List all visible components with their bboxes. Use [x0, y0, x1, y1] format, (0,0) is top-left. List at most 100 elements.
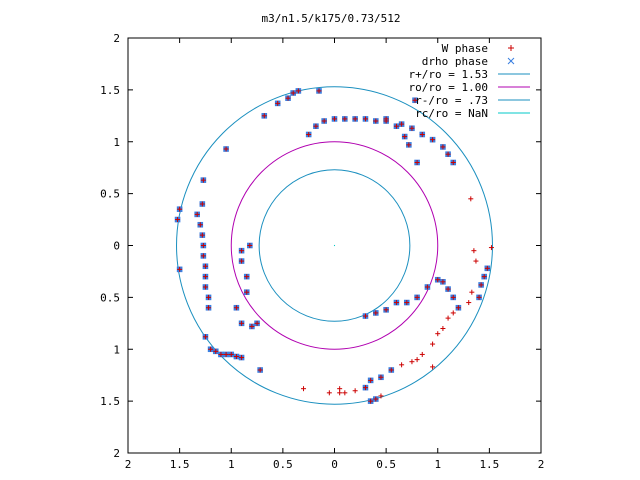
w-phase-point — [402, 134, 408, 140]
legend-label: W phase — [442, 42, 488, 55]
w-phase-point — [202, 284, 208, 290]
w-phase-point — [321, 118, 327, 124]
legend-label: r+/ro = 1.53 — [409, 68, 488, 81]
legend-plus-marker — [508, 45, 514, 51]
w-phase-point — [368, 398, 374, 404]
w-phase-point — [206, 294, 212, 300]
w-phase-point — [419, 351, 425, 357]
w-phase-point — [373, 310, 379, 316]
w-phase-point — [228, 351, 234, 357]
w-phase-point — [430, 364, 436, 370]
chart-title: m3/n1.5/k175/0.73/512 — [261, 12, 400, 25]
w-phase-point — [469, 289, 475, 295]
w-phase-point — [244, 274, 250, 280]
w-phase-point — [404, 300, 410, 306]
y-tick-label: 0 — [113, 240, 120, 253]
legend-label: rc/ro = NaN — [415, 107, 488, 120]
y-tick-label: 2 — [113, 447, 120, 460]
w-phase-point — [388, 367, 394, 373]
w-phase-point — [393, 300, 399, 306]
w-phase-point — [177, 266, 183, 272]
w-phase-point — [175, 217, 181, 223]
reference-circle — [230, 141, 439, 350]
w-phase-point — [285, 95, 291, 101]
w-phase-point — [414, 160, 420, 165]
w-phase-point — [295, 88, 301, 94]
legend-label: ro/ro = 1.00 — [409, 81, 488, 94]
w-phase-point — [445, 315, 451, 321]
w-phase-point — [406, 142, 412, 148]
w-phase-point — [239, 248, 245, 254]
w-phase-point — [435, 277, 441, 283]
w-phase-point — [471, 248, 477, 254]
y-tick-label: 1.5 — [100, 395, 120, 408]
w-phase-point — [254, 320, 260, 326]
w-phase-point — [362, 116, 368, 122]
w-phase-point — [199, 201, 205, 207]
w-phase-point — [313, 123, 319, 129]
w-phase-point — [478, 282, 484, 288]
w-phase-point — [414, 294, 420, 300]
w-phase-point — [223, 146, 229, 152]
w-phase-point — [409, 359, 415, 365]
legend-label: r-/ro = .73 — [415, 94, 488, 107]
w-phase-point — [373, 396, 379, 402]
w-phase-point — [399, 362, 405, 368]
x-tick-label: 0.5 — [273, 458, 293, 471]
w-phase-point — [200, 243, 206, 248]
w-phase-point — [206, 305, 212, 311]
x-tick-label: 0.5 — [376, 458, 396, 471]
w-phase-point — [445, 286, 451, 292]
w-phase-point — [239, 258, 245, 264]
x-tick-label: 1 — [434, 458, 441, 471]
w-phase-point — [247, 243, 253, 248]
w-phase-point — [488, 245, 494, 251]
w-phase-point — [481, 274, 487, 280]
y-tick-label: 0.5 — [100, 188, 120, 201]
w-phase-point — [383, 116, 389, 122]
w-phase-point — [373, 118, 379, 124]
w-phase-point — [484, 265, 490, 271]
w-phase-point — [200, 253, 206, 259]
w-phase-point — [419, 131, 425, 137]
w-phase-point — [202, 334, 208, 340]
w-phase-point — [316, 88, 322, 94]
w-phase-point — [476, 294, 482, 300]
w-phase-point — [249, 323, 255, 329]
y-tick-label: 1 — [113, 343, 120, 356]
x-tick-label: 1.5 — [170, 458, 190, 471]
w-phase-point — [306, 131, 312, 137]
x-tick-label: 0 — [331, 458, 338, 471]
w-phase-point — [445, 151, 451, 157]
w-phase-point — [383, 307, 389, 313]
y-tick-label: 1 — [113, 136, 120, 149]
w-phase-point — [257, 367, 263, 373]
w-phase-point — [450, 294, 456, 300]
x-tick-label: 2 — [125, 458, 132, 471]
w-phase-point — [200, 177, 206, 183]
w-phase-point — [342, 116, 348, 122]
w-phase-point — [352, 388, 358, 394]
legend-x-marker — [507, 57, 515, 65]
w-phase-point — [440, 326, 446, 331]
w-phase-point — [177, 206, 183, 212]
w-phase-point — [202, 274, 208, 280]
w-phase-point — [244, 289, 250, 295]
w-phase-point — [440, 279, 446, 285]
w-phase-point — [378, 374, 384, 380]
w-phase-point — [213, 348, 219, 354]
w-phase-point — [202, 263, 208, 269]
w-phase-point — [409, 125, 415, 131]
data-points — [174, 88, 494, 404]
w-phase-point — [468, 196, 474, 202]
reference-circles — [176, 86, 493, 405]
y-tick-label: 2 — [113, 32, 120, 45]
w-phase-point — [290, 90, 296, 96]
legend-label: drho phase — [422, 55, 488, 68]
w-phase-point — [239, 320, 245, 326]
reference-circle — [258, 169, 411, 322]
w-phase-point — [440, 144, 446, 150]
w-phase-point — [450, 160, 456, 165]
